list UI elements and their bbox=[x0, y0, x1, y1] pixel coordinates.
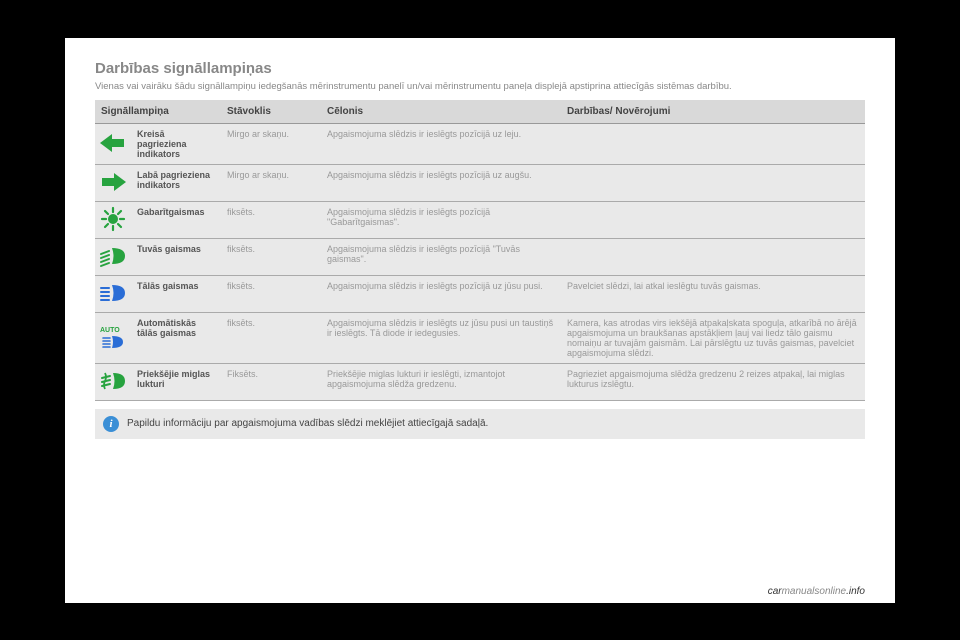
table-row: Gabarītgaismas fiksēts. Apgaismojuma slē… bbox=[95, 201, 865, 238]
info-icon bbox=[103, 416, 119, 432]
sidelights-icon bbox=[95, 201, 131, 238]
low-beam-icon bbox=[95, 238, 131, 275]
lamp-cause: Apgaismojuma slēdzis ir ieslēgts pozīcij… bbox=[321, 164, 561, 201]
lamp-status: fiksēts. bbox=[221, 275, 321, 312]
left-turn-icon bbox=[95, 123, 131, 164]
lamp-name: Gabarītgaismas bbox=[131, 201, 221, 238]
table-row: AUTO Automātiskās tālās gaismas fiksēts.… bbox=[95, 312, 865, 363]
lamp-name: Tālās gaismas bbox=[131, 275, 221, 312]
lamp-cause: Apgaismojuma slēdzis ir ieslēgts pozīcij… bbox=[321, 123, 561, 164]
table-row: Kreisā pagrieziena indikators Mirgo ar s… bbox=[95, 123, 865, 164]
page-subtitle: Vienas vai vairāku šādu signāllampiņu ie… bbox=[95, 81, 865, 92]
lamp-name: Priekšējie miglas lukturi bbox=[131, 363, 221, 400]
lamp-status: fiksēts. bbox=[221, 201, 321, 238]
lamp-cause: Apgaismojuma slēdzis ir ieslēgts pozīcij… bbox=[321, 201, 561, 238]
footer-watermark: carmanualsonline.info bbox=[768, 586, 865, 597]
manual-page: Darbības signāllampiņas Vienas vai vairā… bbox=[65, 38, 895, 603]
right-turn-icon bbox=[95, 164, 131, 201]
header-cause: Cēlonis bbox=[321, 100, 561, 124]
lamp-name: Automātiskās tālās gaismas bbox=[131, 312, 221, 363]
lamp-name: Kreisā pagrieziena indikators bbox=[131, 123, 221, 164]
front-fog-icon bbox=[95, 363, 131, 400]
lamp-action bbox=[561, 123, 865, 164]
table-row: Labā pagrieziena indikators Mirgo ar ska… bbox=[95, 164, 865, 201]
svg-text:AUTO: AUTO bbox=[100, 327, 120, 334]
header-lamp: Signāllampiņa bbox=[95, 100, 221, 124]
table-row: Tālās gaismas fiksēts. Apgaismojuma slēd… bbox=[95, 275, 865, 312]
lamp-action bbox=[561, 238, 865, 275]
lamp-cause: Apgaismojuma slēdzis ir ieslēgts pozīcij… bbox=[321, 275, 561, 312]
indicator-table: Signāllampiņa Stāvoklis Cēlonis Darbības… bbox=[95, 100, 865, 401]
lamp-action bbox=[561, 201, 865, 238]
lamp-action bbox=[561, 164, 865, 201]
lamp-status: fiksēts. bbox=[221, 238, 321, 275]
lamp-status: Mirgo ar skaņu. bbox=[221, 123, 321, 164]
lamp-name: Labā pagrieziena indikators bbox=[131, 164, 221, 201]
header-status: Stāvoklis bbox=[221, 100, 321, 124]
lamp-status: fiksēts. bbox=[221, 312, 321, 363]
header-action: Darbības/ Novērojumi bbox=[561, 100, 865, 124]
lamp-cause: Priekšējie miglas lukturi ir ieslēgti, i… bbox=[321, 363, 561, 400]
table-row: Tuvās gaismas fiksēts. Apgaismojuma slēd… bbox=[95, 238, 865, 275]
table-row: Priekšējie miglas lukturi Fiksēts. Priek… bbox=[95, 363, 865, 400]
high-beam-icon bbox=[95, 275, 131, 312]
lamp-cause: Apgaismojuma slēdzis ir ieslēgts uz jūsu… bbox=[321, 312, 561, 363]
lamp-action: Pagrieziet apgaismojuma slēdža gredzenu … bbox=[561, 363, 865, 400]
info-note-text: Papildu informāciju par apgaismojuma vad… bbox=[127, 418, 488, 429]
info-note-bar: Papildu informāciju par apgaismojuma vad… bbox=[95, 409, 865, 439]
lamp-status: Fiksēts. bbox=[221, 363, 321, 400]
lamp-action: Pavelciet slēdzi, lai atkal ieslēgtu tuv… bbox=[561, 275, 865, 312]
auto-beam-icon: AUTO bbox=[95, 312, 131, 363]
page-title: Darbības signāllampiņas bbox=[95, 60, 865, 77]
lamp-action: Kamera, kas atrodas virs iekšējā atpakaļ… bbox=[561, 312, 865, 363]
lamp-name: Tuvās gaismas bbox=[131, 238, 221, 275]
lamp-status: Mirgo ar skaņu. bbox=[221, 164, 321, 201]
lamp-cause: Apgaismojuma slēdzis ir ieslēgts pozīcij… bbox=[321, 238, 561, 275]
